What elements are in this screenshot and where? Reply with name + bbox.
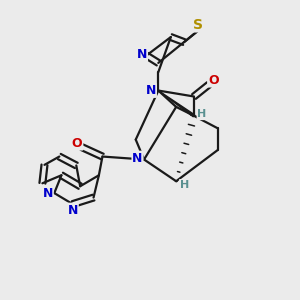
Text: O: O xyxy=(208,74,219,87)
Text: N: N xyxy=(43,187,53,200)
Text: N: N xyxy=(68,203,78,217)
Text: H: H xyxy=(197,109,207,119)
Polygon shape xyxy=(158,91,195,117)
Text: S: S xyxy=(193,18,202,32)
Text: N: N xyxy=(132,152,143,164)
Text: O: O xyxy=(72,137,83,150)
Text: N: N xyxy=(137,48,147,61)
Text: H: H xyxy=(180,180,189,190)
Text: N: N xyxy=(146,84,156,97)
